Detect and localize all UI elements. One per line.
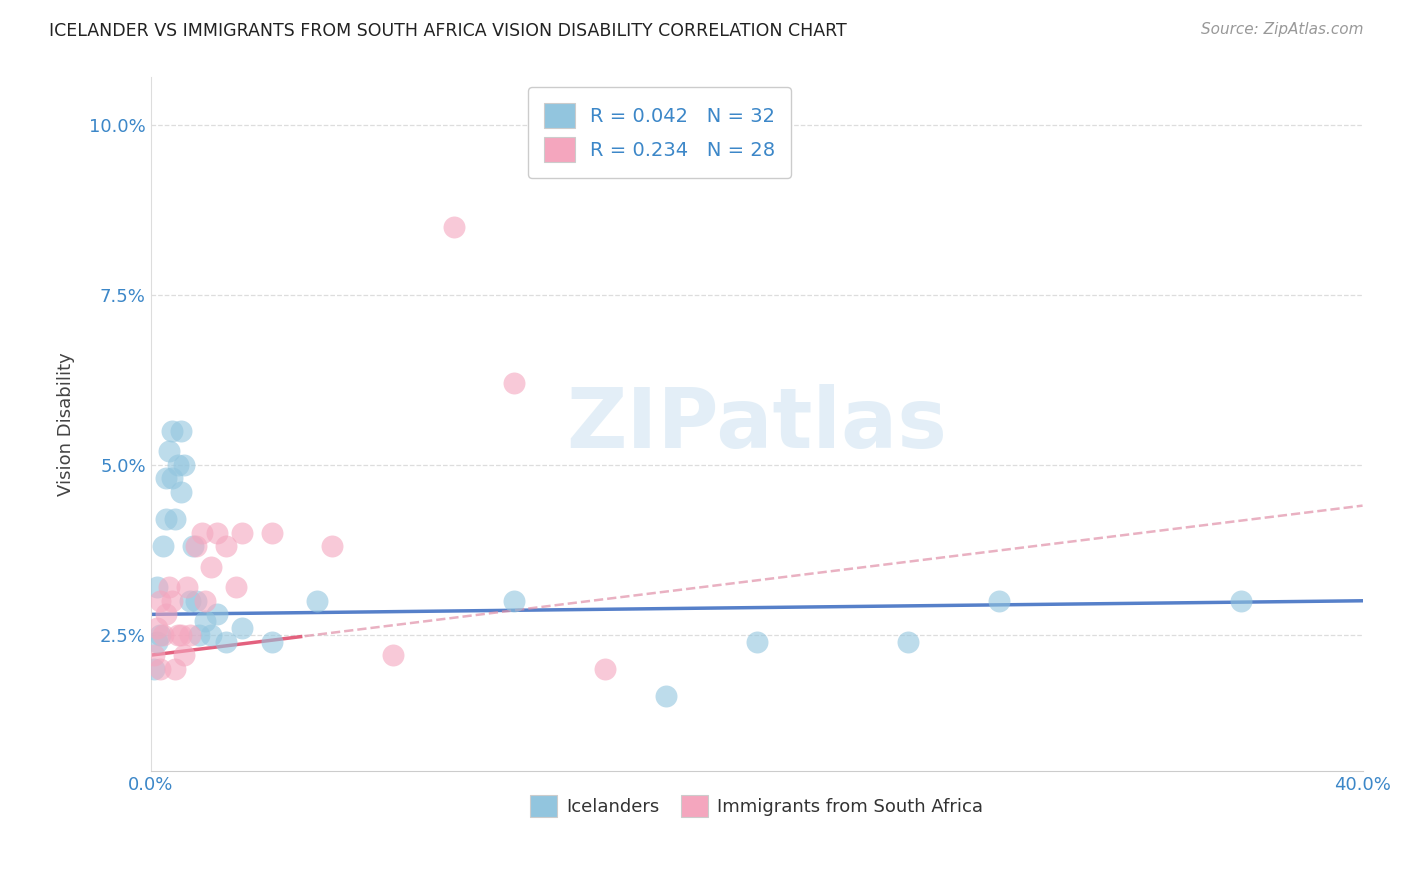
Point — [142, 648, 165, 662]
Point — [231, 621, 253, 635]
Point — [191, 525, 214, 540]
Point — [149, 594, 172, 608]
Point — [155, 471, 177, 485]
Point — [157, 580, 180, 594]
Point — [173, 648, 195, 662]
Point — [179, 628, 201, 642]
Point — [215, 540, 238, 554]
Text: Source: ZipAtlas.com: Source: ZipAtlas.com — [1201, 22, 1364, 37]
Point — [503, 376, 526, 391]
Point — [181, 540, 204, 554]
Point — [321, 540, 343, 554]
Point — [149, 628, 172, 642]
Point — [188, 628, 211, 642]
Point — [170, 628, 193, 642]
Point — [184, 540, 207, 554]
Point — [503, 594, 526, 608]
Point — [142, 662, 165, 676]
Point — [160, 424, 183, 438]
Point — [194, 594, 217, 608]
Point — [145, 634, 167, 648]
Point — [176, 580, 198, 594]
Point — [307, 594, 329, 608]
Point — [207, 607, 229, 622]
Point — [160, 594, 183, 608]
Point — [225, 580, 247, 594]
Point — [163, 512, 186, 526]
Point — [173, 458, 195, 472]
Point — [152, 540, 174, 554]
Point — [163, 662, 186, 676]
Point — [194, 614, 217, 628]
Point — [145, 580, 167, 594]
Point — [170, 485, 193, 500]
Text: ICELANDER VS IMMIGRANTS FROM SOUTH AFRICA VISION DISABILITY CORRELATION CHART: ICELANDER VS IMMIGRANTS FROM SOUTH AFRIC… — [49, 22, 846, 40]
Point — [260, 634, 283, 648]
Point — [170, 424, 193, 438]
Y-axis label: Vision Disability: Vision Disability — [58, 352, 75, 496]
Point — [152, 628, 174, 642]
Point — [215, 634, 238, 648]
Point — [145, 621, 167, 635]
Point — [155, 512, 177, 526]
Point — [382, 648, 405, 662]
Point — [897, 634, 920, 648]
Point — [149, 662, 172, 676]
Legend: Icelanders, Immigrants from South Africa: Icelanders, Immigrants from South Africa — [523, 788, 990, 824]
Point — [200, 628, 222, 642]
Point — [157, 444, 180, 458]
Point — [207, 525, 229, 540]
Point — [1230, 594, 1253, 608]
Point — [593, 662, 616, 676]
Point — [988, 594, 1011, 608]
Point — [155, 607, 177, 622]
Point — [260, 525, 283, 540]
Point — [167, 458, 190, 472]
Point — [160, 471, 183, 485]
Point — [179, 594, 201, 608]
Point — [654, 689, 676, 703]
Point — [167, 628, 190, 642]
Text: ZIPatlas: ZIPatlas — [567, 384, 948, 465]
Point — [200, 559, 222, 574]
Point — [745, 634, 768, 648]
Point — [184, 594, 207, 608]
Point — [443, 219, 465, 234]
Point — [231, 525, 253, 540]
